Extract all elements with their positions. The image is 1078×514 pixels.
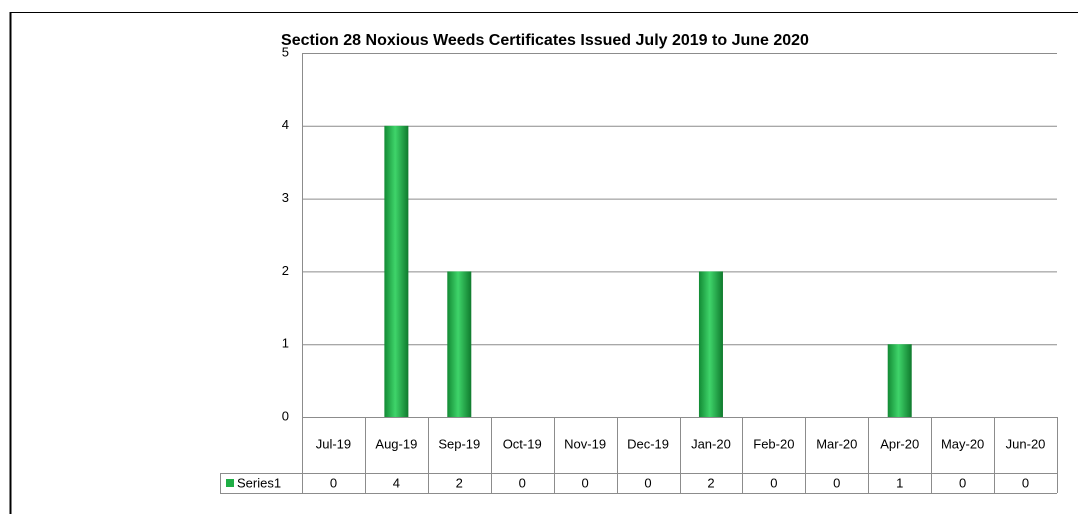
- y-tick-label: 5: [282, 44, 289, 59]
- bar: [698, 271, 723, 417]
- x-tick-label: Dec-19: [627, 436, 669, 451]
- x-tick-label: May-20: [941, 436, 984, 451]
- x-tick-label: Jun-20: [1006, 436, 1046, 451]
- table-value: 0: [582, 475, 589, 490]
- table-value: 2: [456, 475, 463, 490]
- table-value: 2: [707, 475, 714, 490]
- bar: [384, 125, 409, 418]
- x-tick-label: Jul-19: [316, 436, 351, 451]
- table-value: 1: [896, 475, 903, 490]
- x-tick-label: Mar-20: [816, 436, 857, 451]
- x-tick-label: Nov-19: [564, 436, 606, 451]
- table-value: 4: [393, 475, 400, 490]
- x-tick-label: Aug-19: [375, 436, 417, 451]
- table-value: 0: [644, 475, 651, 490]
- table-value: 0: [1022, 475, 1029, 490]
- legend-label: Series1: [237, 475, 281, 490]
- x-tick-label: Oct-19: [503, 436, 542, 451]
- table-value: 0: [770, 475, 777, 490]
- legend-key: [226, 479, 234, 487]
- y-tick-label: 0: [282, 408, 289, 423]
- x-tick-label: Jan-20: [691, 436, 731, 451]
- chart-title: Section 28 Noxious Weeds Certificates Is…: [281, 32, 809, 49]
- y-tick-label: 4: [282, 117, 289, 132]
- table-value: 0: [959, 475, 966, 490]
- y-tick-label: 2: [282, 263, 289, 278]
- table-value: 0: [330, 475, 337, 490]
- y-tick-label: 3: [282, 190, 289, 205]
- bar: [447, 271, 472, 417]
- table-value: 0: [833, 475, 840, 490]
- x-tick-label: Feb-20: [753, 436, 794, 451]
- bar: [887, 344, 912, 417]
- y-tick-label: 1: [282, 336, 289, 351]
- table-value: 0: [519, 475, 526, 490]
- x-tick-label: Sep-19: [438, 436, 480, 451]
- x-tick-label: Apr-20: [880, 436, 919, 451]
